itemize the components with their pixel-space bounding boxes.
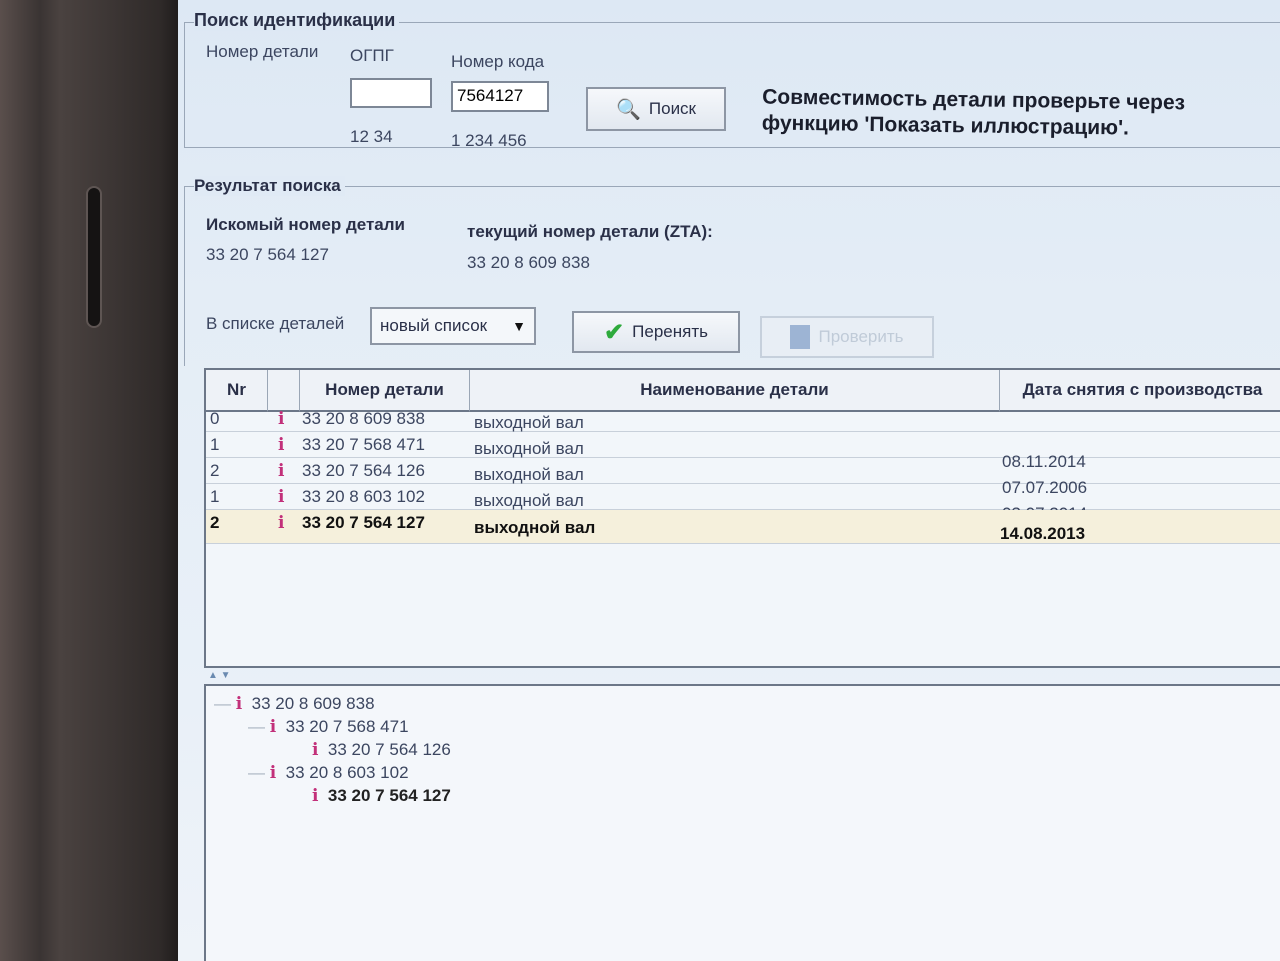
info-icon[interactable]: i: [278, 461, 285, 481]
tree-node[interactable]: — i 33 20 7 568 471: [248, 717, 409, 737]
table-row[interactable]: 1 i 33 20 7 568 471 выходной вал 08.11.2014: [206, 432, 1280, 471]
tree-node-label: 33 20 7 568 471: [285, 717, 409, 736]
name-cell: выходной вал: [474, 413, 584, 432]
search-button-label: Поиск: [648, 99, 696, 118]
table-row[interactable]: 2 i 33 20 7 564 126 выходной вал 07.07.2006: [206, 458, 1280, 497]
info-icon[interactable]: i: [278, 513, 285, 533]
nr-cell: 2: [210, 513, 220, 532]
part-cell: 33 20 7 568 471: [302, 435, 425, 454]
chevron-down-icon: ▼: [512, 318, 526, 334]
current-part-label: текущий номер детали (ZTA):: [467, 222, 713, 241]
searched-part-label: Искомый номер детали: [206, 215, 406, 234]
date-cell: 08.11.2014: [1002, 452, 1086, 471]
code-label: Номер кода: [451, 52, 545, 71]
part-cell: 33 20 8 609 838: [302, 409, 425, 428]
current-part-value: 33 20 8 609 838: [467, 253, 590, 272]
result-group-border: [184, 186, 1280, 366]
name-cell: выходной вал: [474, 439, 584, 458]
part-list-dropdown[interactable]: новый список ▼: [370, 307, 536, 345]
code-hint: 1 234 456: [451, 131, 527, 150]
search-group-border: [184, 22, 1280, 148]
part-number-label: Номер детали: [206, 42, 319, 61]
date-cell: 14.08.2013: [1000, 524, 1086, 543]
nr-cell: 2: [210, 461, 220, 480]
part-list-label: В списке деталей: [206, 314, 345, 333]
check-button[interactable]: Проверить: [760, 316, 934, 358]
tree-node-label: 33 20 7 564 127: [327, 786, 451, 805]
result-group-title: Результат поиска: [194, 176, 345, 196]
checkmark-icon: ✔: [604, 318, 625, 346]
date-cell: 07.07.2006: [1002, 478, 1088, 497]
parts-tree: — i 33 20 8 609 838 — i 33 20 7 568 471 …: [204, 684, 1280, 961]
splitter-arrows[interactable]: ▲ ▼: [208, 670, 231, 681]
part-cell: 33 20 7 564 127: [302, 513, 425, 532]
power-indicator: [86, 186, 102, 328]
ogpg-hint: 12 34: [350, 127, 393, 146]
header-part-name[interactable]: Наименование детали: [470, 370, 1000, 412]
info-icon: i: [235, 694, 243, 714]
info-icon: i: [312, 786, 319, 806]
part-cell: 33 20 7 564 126: [302, 461, 425, 480]
tree-node[interactable]: — i 33 20 8 603 102: [248, 763, 409, 783]
tree-node[interactable]: — i 33 20 8 609 838: [214, 694, 375, 714]
header-info[interactable]: [268, 370, 300, 412]
nr-cell: 1: [210, 487, 220, 506]
name-cell: выходной вал: [474, 518, 596, 537]
magnifier-icon: 🔍: [615, 98, 641, 121]
info-icon: i: [269, 763, 277, 783]
parts-table: Nr Номер детали Наименование детали Дата…: [204, 368, 1280, 668]
search-group-title: Поиск идентификации: [194, 10, 400, 31]
info-icon[interactable]: i: [278, 409, 285, 429]
screen: Поиск идентификации Номер детали ОГПГ Но…: [178, 0, 1280, 961]
info-icon: i: [312, 740, 319, 760]
accept-button-label: Перенять: [632, 322, 708, 341]
name-cell: выходной вал: [474, 465, 584, 484]
info-icon[interactable]: i: [278, 487, 285, 507]
table-row[interactable]: 0 i 33 20 8 609 838 выходной вал: [206, 406, 1280, 432]
compatibility-notice: Совместимость детали проверьте через фун…: [761, 85, 1186, 140]
search-button[interactable]: 🔍 Поиск: [586, 87, 726, 131]
searched-part-value: 33 20 7 564 127: [206, 245, 329, 264]
code-input[interactable]: 7564127: [451, 81, 549, 112]
part-cell: 33 20 8 603 102: [302, 487, 425, 506]
document-icon: [790, 325, 811, 349]
nr-cell: 0: [210, 409, 220, 428]
table-row-selected[interactable]: 2 i 33 20 7 564 127 выходной вал 14.08.2013: [206, 510, 1280, 544]
monitor-bezel: [0, 0, 180, 961]
accept-button[interactable]: ✔ Перенять: [572, 311, 740, 353]
ogpg-label: ОГПГ: [350, 46, 394, 65]
tree-node-selected[interactable]: i 33 20 7 564 127: [312, 786, 451, 806]
nr-cell: 1: [210, 435, 220, 454]
name-cell: выходной вал: [474, 491, 584, 510]
tree-node[interactable]: i 33 20 7 564 126: [312, 740, 451, 760]
tree-node-label: 33 20 7 564 126: [327, 740, 451, 759]
part-list-selected: новый список: [380, 316, 488, 335]
header-nr[interactable]: Nr: [206, 370, 268, 412]
info-icon[interactable]: i: [278, 435, 285, 455]
header-discontinued-date[interactable]: Дата снятия с производства: [1000, 370, 1280, 412]
tree-node-label: 33 20 8 609 838: [251, 694, 375, 713]
header-part-number[interactable]: Номер детали: [300, 370, 470, 412]
ogpg-input[interactable]: [350, 78, 432, 108]
info-icon: i: [269, 717, 277, 737]
check-button-label: Проверить: [818, 327, 904, 346]
tree-node-label: 33 20 8 603 102: [285, 763, 409, 782]
